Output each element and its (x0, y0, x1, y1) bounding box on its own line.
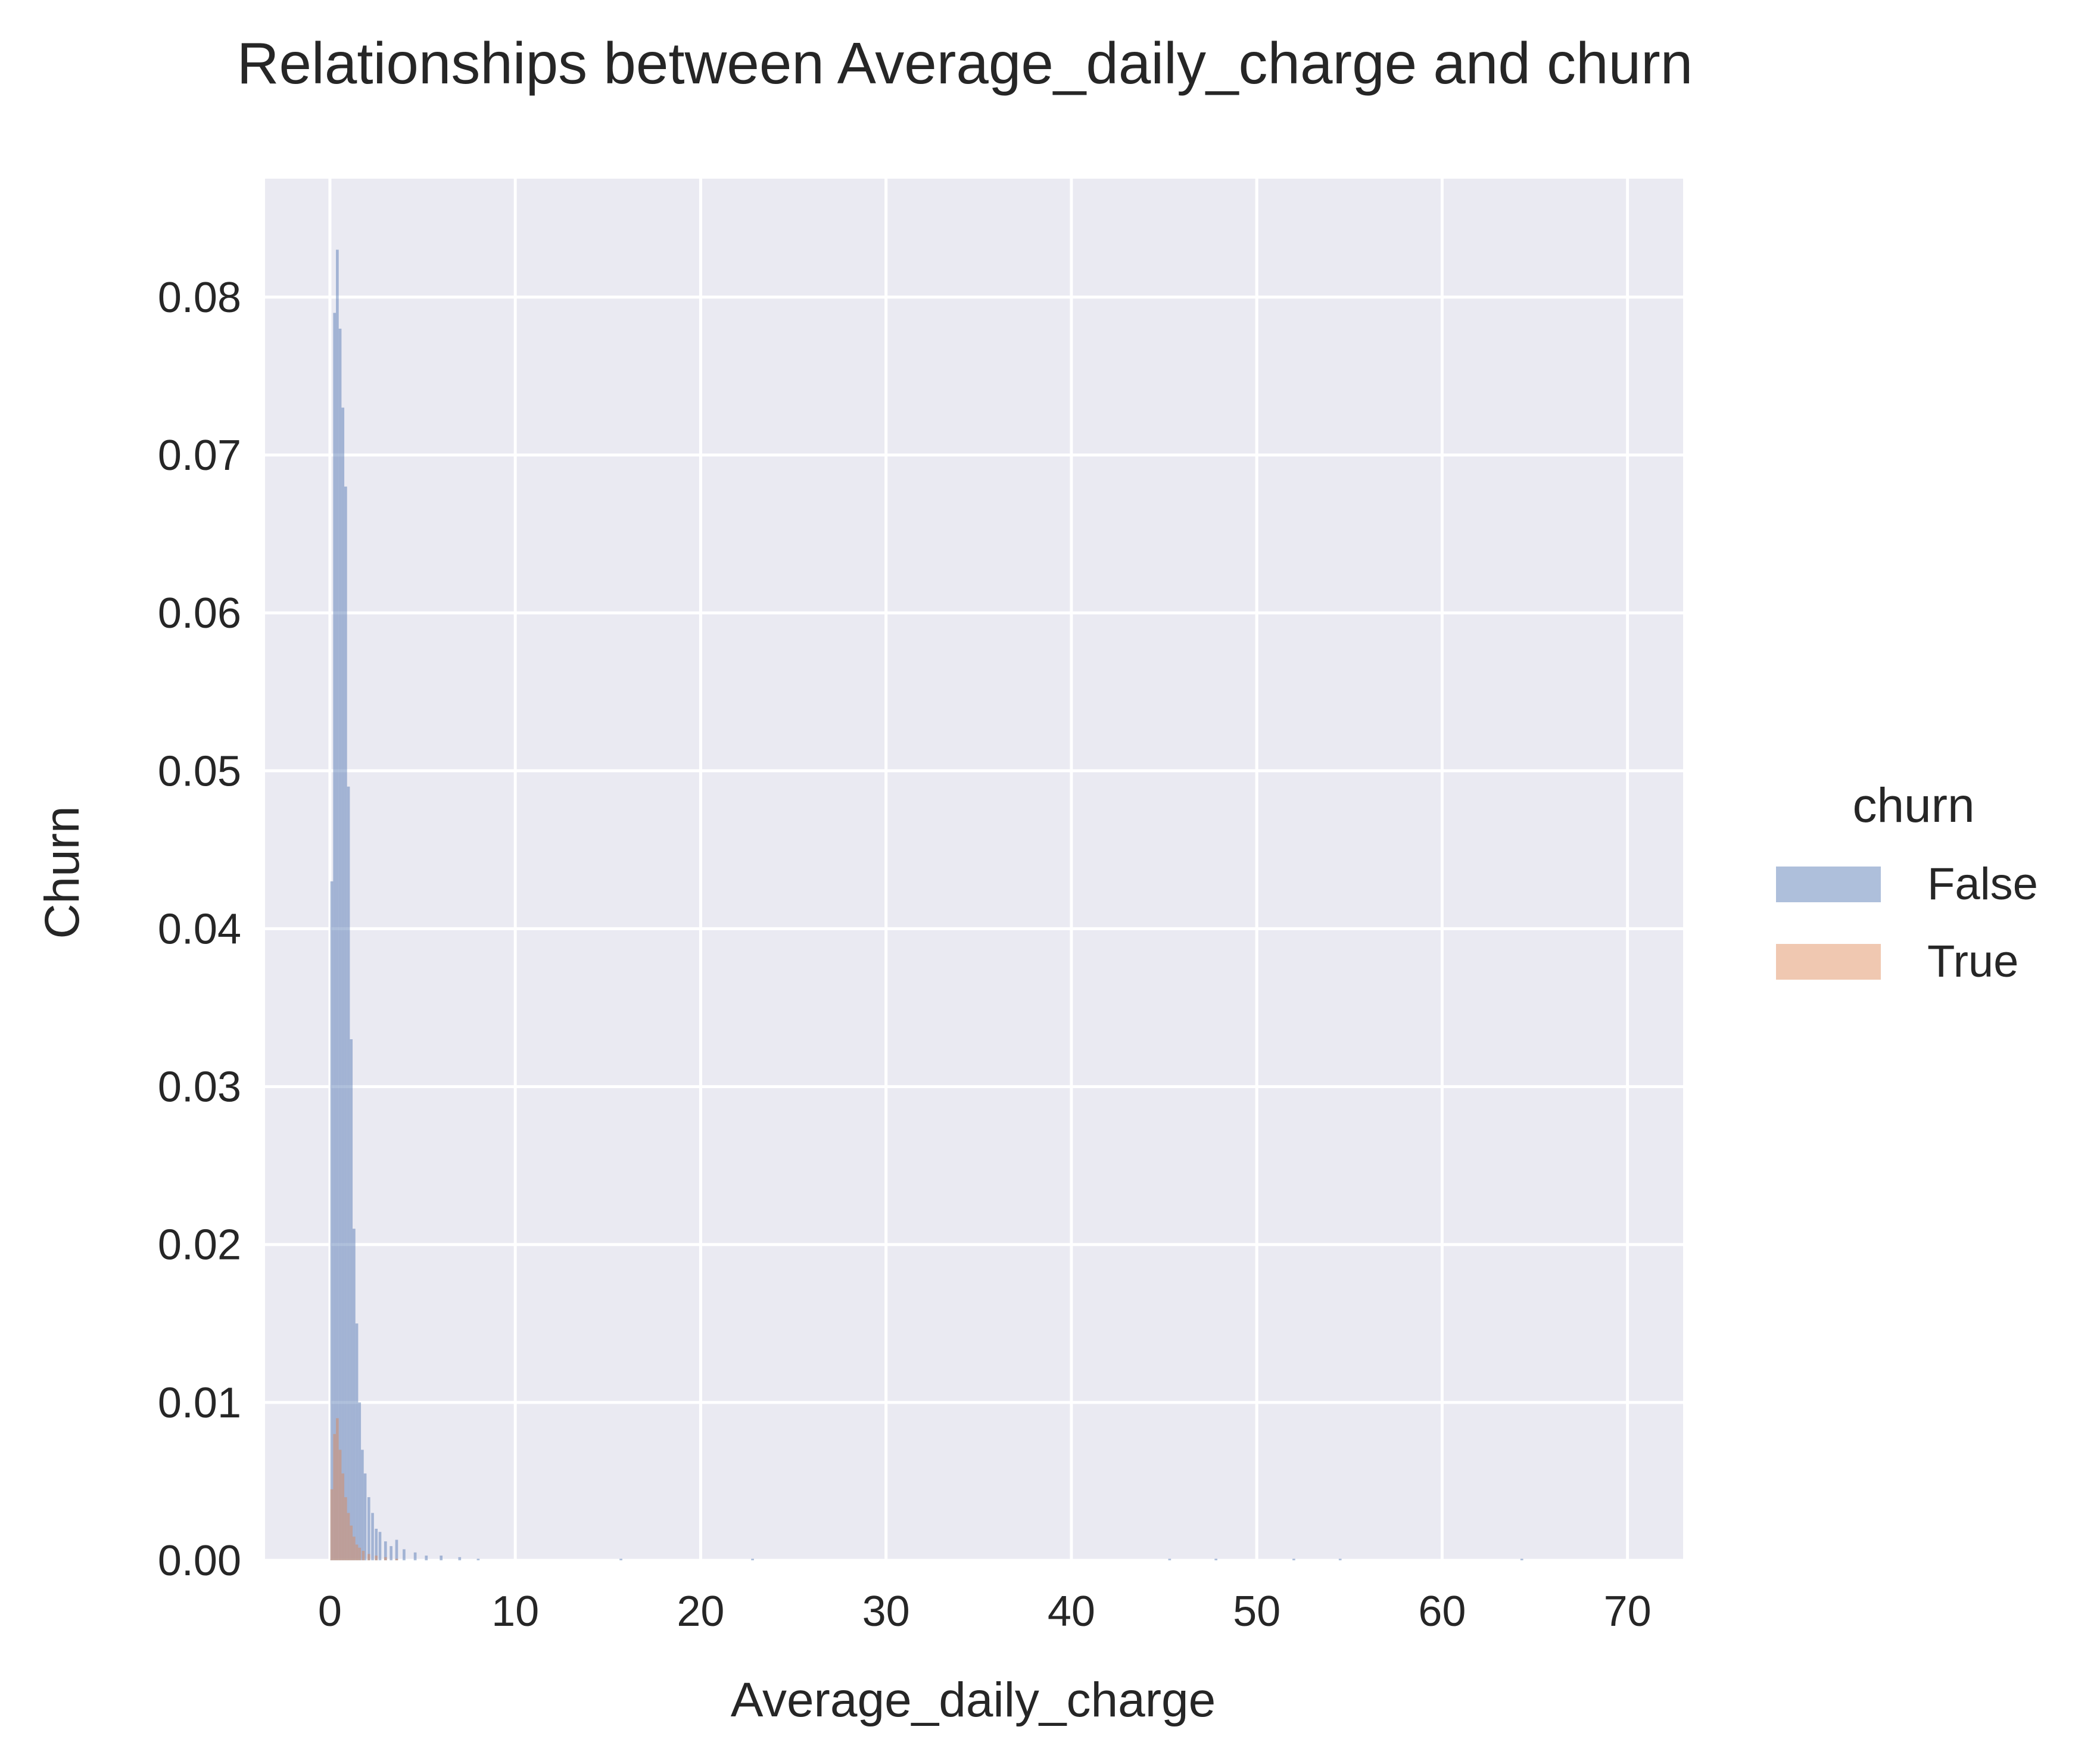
y-tick-label: 0.03 (158, 1064, 241, 1111)
histogram-bar (619, 1559, 622, 1560)
plot-area (265, 179, 1683, 1562)
histogram-bar (363, 1473, 367, 1560)
x-axis-label: Average_daily_charge (731, 1673, 1216, 1727)
histogram-bar (378, 1532, 382, 1560)
histogram-bar (336, 1418, 339, 1560)
legend-swatch-true (1776, 944, 1881, 980)
y-tick-label: 0.00 (158, 1537, 241, 1585)
histogram-bar (333, 1433, 337, 1560)
histogram-bar (361, 1450, 364, 1560)
legend-swatch-false (1776, 867, 1881, 902)
histogram-bar (375, 1556, 378, 1560)
histogram-bar (751, 1559, 754, 1560)
histogram-bar (330, 881, 334, 1560)
histogram-bar (1520, 1559, 1523, 1560)
histogram-bar (355, 1544, 359, 1560)
histogram-bar (333, 313, 337, 1561)
y-tick-label: 0.06 (158, 590, 241, 637)
x-tick-label: 60 (1418, 1588, 1466, 1635)
histogram-bar (341, 407, 345, 1560)
x-tick-label: 50 (1233, 1588, 1280, 1635)
histogram-bar (362, 1551, 365, 1560)
legend-label-false: False (1927, 859, 2038, 909)
histogram-bar (344, 487, 347, 1560)
chart-title: Relationships between Average_daily_char… (237, 30, 1693, 96)
histogram-bar (476, 1559, 480, 1560)
histogram-bar (358, 1402, 362, 1560)
histogram-bar (458, 1557, 462, 1560)
histogram-bar (341, 1473, 345, 1560)
histogram-bar (355, 1323, 359, 1560)
histogram-bar (353, 1229, 356, 1560)
x-tick-label: 70 (1604, 1588, 1652, 1635)
legend-label-true: True (1927, 936, 2018, 987)
histogram-bar (367, 1497, 370, 1560)
histogram-bar (367, 1554, 370, 1560)
grid-lines (265, 179, 1683, 1562)
legend: churn False True (1776, 778, 2038, 987)
histogram-bar (403, 1549, 406, 1560)
x-tick-label: 20 (677, 1588, 724, 1635)
histogram-bar (344, 1497, 347, 1560)
y-tick-label: 0.08 (158, 274, 241, 322)
histogram-bar (353, 1537, 356, 1560)
x-tick-label: 10 (491, 1588, 539, 1635)
histogram-bar (440, 1556, 443, 1560)
histogram-bar (371, 1513, 374, 1560)
histogram-bar (425, 1556, 428, 1560)
series-false (330, 250, 1523, 1561)
histogram-bar (1214, 1559, 1218, 1560)
histogram-bar (358, 1547, 362, 1560)
plot-background (265, 179, 1683, 1560)
x-tick-label: 40 (1048, 1588, 1095, 1635)
legend-title: churn (1852, 778, 1974, 833)
y-tick-label: 0.02 (158, 1221, 241, 1269)
histogram-bar (330, 1489, 334, 1560)
histogram-bar (1292, 1559, 1295, 1560)
histogram-bar (350, 1525, 353, 1560)
histogram-bar (350, 1039, 353, 1560)
histogram-bar (336, 250, 339, 1561)
y-tick-label: 0.07 (158, 432, 241, 479)
x-tick-label: 30 (862, 1588, 910, 1635)
histogram-bar (384, 1541, 387, 1560)
bars-layer (330, 250, 1523, 1561)
y-tick-label: 0.01 (158, 1379, 241, 1427)
y-tick-label: 0.04 (158, 905, 241, 953)
histogram-bar (413, 1552, 417, 1560)
histogram-bar (390, 1546, 392, 1560)
x-tick-label: 0 (318, 1588, 342, 1635)
x-axis-ticks: 0 10 20 30 40 50 60 70 (318, 1588, 1652, 1635)
histogram-bar (384, 1557, 387, 1560)
series-true (330, 1418, 398, 1560)
histogram-bar (1338, 1559, 1342, 1560)
histogram-bar (395, 1559, 398, 1560)
histogram-bar (1168, 1559, 1171, 1560)
y-axis-label: Churn (35, 806, 89, 939)
histogram-bar (338, 328, 342, 1560)
y-tick-label: 0.05 (158, 747, 241, 795)
histogram-bar (395, 1539, 398, 1560)
histogram-bar (375, 1528, 378, 1560)
histogram-bar (338, 1450, 342, 1560)
y-axis-ticks: 0.00 0.01 0.02 0.03 0.04 0.05 0.06 0.07 0.08 (158, 274, 241, 1585)
histogram-bar (347, 1513, 350, 1560)
histogram-bar (347, 786, 350, 1560)
